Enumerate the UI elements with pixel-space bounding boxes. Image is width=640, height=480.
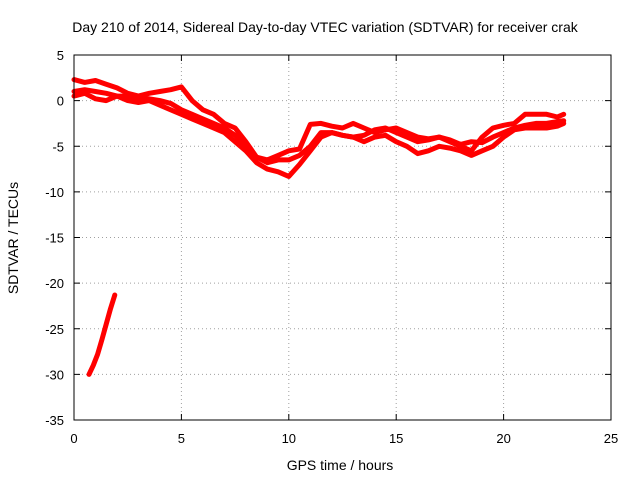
y-tick-label: 0 [57, 94, 64, 109]
x-tick-label: 20 [496, 431, 510, 446]
y-tick-label: -10 [45, 185, 64, 200]
grid [74, 55, 611, 420]
x-tick-label: 0 [70, 431, 77, 446]
y-axis-label: SDTVAR / TECUs [5, 182, 21, 294]
x-tick-label: 25 [604, 431, 618, 446]
data-series [71, 77, 567, 377]
x-tick-label: 10 [282, 431, 296, 446]
y-tick-label: -35 [45, 413, 64, 428]
y-tick-label: 5 [57, 48, 64, 63]
x-axis-label: GPS time / hours [287, 457, 394, 473]
y-tick-label: -20 [45, 276, 64, 291]
y-tick-label: -15 [45, 231, 64, 246]
sdtvar-upper-trace [71, 77, 567, 163]
y-tick-label: -5 [52, 139, 64, 154]
sdtvar-early-segment [86, 292, 118, 377]
x-tick-label: 15 [389, 431, 403, 446]
axis-ticks: 0 5 10 15 20 25 5 0 -5 -10 -15 -20 -25 -30 -35 [45, 48, 618, 446]
chart-title: Day 210 of 2014, Sidereal Day-to-day VTE… [72, 19, 578, 35]
y-tick-label: -25 [45, 322, 64, 337]
sdtvar-lower-trace [71, 90, 567, 179]
y-tick-label: -30 [45, 367, 64, 382]
x-tick-label: 5 [178, 431, 185, 446]
sdtvar-main-trace [71, 87, 567, 166]
